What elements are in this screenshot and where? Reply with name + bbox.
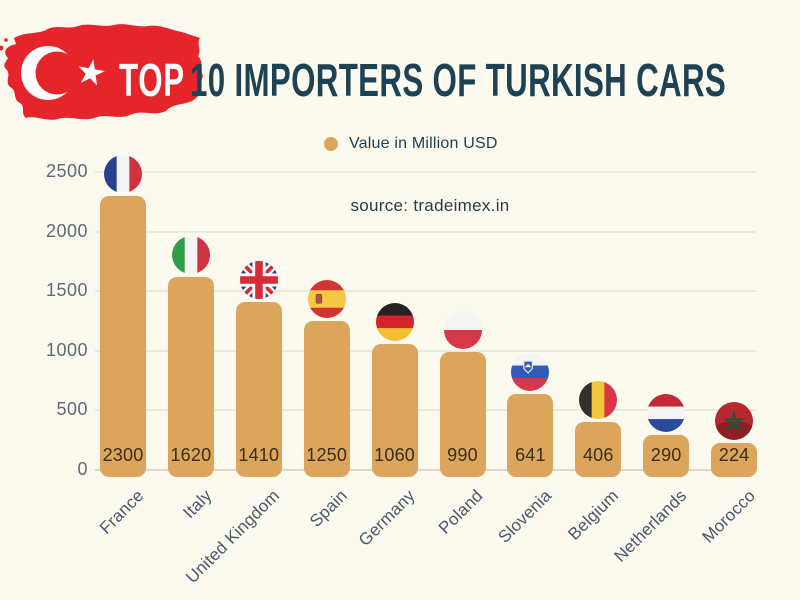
turkey-map-logo xyxy=(0,24,204,120)
bar-belgium xyxy=(575,421,622,477)
y-axis-tick-2000: 2000 xyxy=(45,220,88,241)
y-axis-tick-0: 0 xyxy=(77,459,88,479)
bar-value-belgium: 406 xyxy=(582,445,614,465)
bar-spain xyxy=(303,321,350,477)
gridline-1000 xyxy=(95,349,756,352)
title-top-badge: TOP xyxy=(119,54,185,106)
flag-icon-united-kingdom xyxy=(239,260,278,299)
gridline-500 xyxy=(95,409,756,412)
bar-united-kingdom xyxy=(235,301,282,477)
flag-icon-netherlands xyxy=(647,394,686,433)
y-axis-tick-1000: 1000 xyxy=(45,339,88,360)
flag-icon-belgium xyxy=(579,380,618,419)
bar-value-morocco: 224 xyxy=(718,445,750,465)
bar-germany xyxy=(371,343,418,477)
x-axis-label-slovenia: Slovenia xyxy=(494,486,555,547)
bar-value-germany: 1060 xyxy=(374,445,416,465)
bar-morocco xyxy=(711,443,758,477)
gridline-2000 xyxy=(95,230,756,233)
gridline-2500 xyxy=(95,171,756,173)
page-title: 10 IMPORTERS OF TURKISH CARS xyxy=(190,54,727,106)
flag-icon-france xyxy=(104,154,142,193)
legend-label: Value in Million USD xyxy=(349,135,498,152)
bar-value-spain: 1250 xyxy=(306,445,348,465)
x-axis-label-spain: Spain xyxy=(306,486,352,531)
source-note: source: tradeimex.in xyxy=(350,196,510,215)
bar-value-poland: 990 xyxy=(447,445,478,465)
bar-value-slovenia: 641 xyxy=(515,445,546,465)
x-axis-label-poland: Poland xyxy=(435,486,487,538)
bar-value-united-kingdom: 1410 xyxy=(238,445,280,465)
flag-icon-spain xyxy=(307,280,346,318)
bar-netherlands xyxy=(643,435,690,477)
bar-value-france: 2300 xyxy=(102,445,144,465)
bar-italy xyxy=(167,276,214,477)
x-axis-label-belgium: Belgium xyxy=(564,486,623,544)
x-axis-label-germany: Germany xyxy=(355,486,420,550)
bar-slovenia xyxy=(507,393,554,477)
x-axis-label-italy: Italy xyxy=(179,486,216,523)
x-axis-label-netherlands: Netherlands xyxy=(610,486,691,566)
gridline-1500 xyxy=(95,290,756,293)
y-axis-tick-1500: 1500 xyxy=(45,280,88,301)
bar-poland xyxy=(439,351,486,477)
x-axis-label-france: France xyxy=(95,486,148,538)
flag-icon-slovenia xyxy=(511,352,550,391)
flag-icon-morocco xyxy=(715,402,754,441)
flag-icon-italy xyxy=(171,235,210,274)
legend: Value in Million USD xyxy=(324,135,498,153)
flag-icon-germany xyxy=(375,302,414,341)
bar-value-italy: 1620 xyxy=(170,445,212,465)
gridline-0 xyxy=(95,469,756,471)
y-axis-tick-2500: 2500 xyxy=(45,161,88,181)
x-axis-label-morocco: Morocco xyxy=(698,486,759,547)
bar-value-netherlands: 290 xyxy=(650,445,682,465)
legend-dot-icon xyxy=(324,137,338,151)
y-axis-tick-500: 500 xyxy=(56,399,88,420)
flag-icon-poland xyxy=(443,310,482,349)
bar-france xyxy=(100,195,146,477)
